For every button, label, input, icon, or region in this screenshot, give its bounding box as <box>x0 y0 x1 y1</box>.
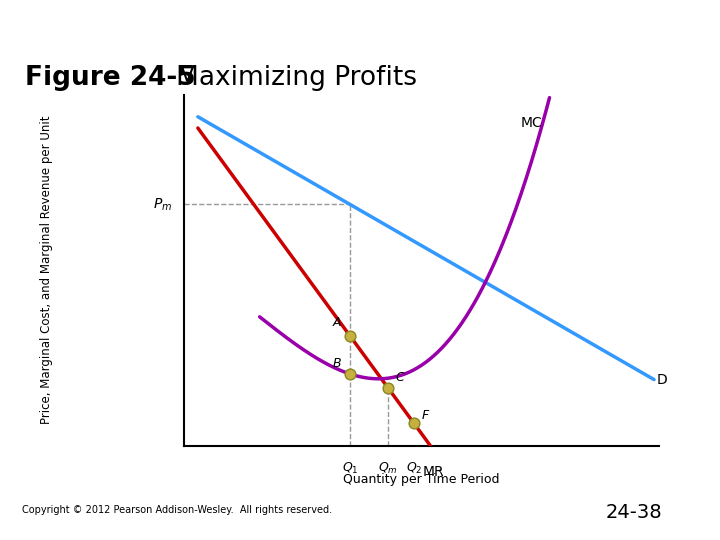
Text: B: B <box>333 357 341 370</box>
Point <box>344 332 356 340</box>
Text: D: D <box>657 373 667 387</box>
Point <box>382 383 394 392</box>
Text: F: F <box>421 409 428 422</box>
Text: Maximizing Profits: Maximizing Profits <box>176 65 418 91</box>
Text: $Q_1$: $Q_1$ <box>341 461 359 476</box>
Text: A: A <box>333 316 341 329</box>
Point <box>344 369 356 378</box>
Text: 24-38: 24-38 <box>606 503 662 522</box>
Text: $Q_2$: $Q_2$ <box>406 461 423 476</box>
Text: Price, Marginal Cost, and Marginal Revenue per Unit: Price, Marginal Cost, and Marginal Reven… <box>40 116 53 424</box>
Text: Copyright © 2012 Pearson Addison-Wesley.  All rights reserved.: Copyright © 2012 Pearson Addison-Wesley.… <box>22 505 332 515</box>
Text: MR: MR <box>422 465 444 479</box>
Text: MC: MC <box>521 116 543 130</box>
Text: $P_m$: $P_m$ <box>153 196 172 213</box>
Point <box>408 419 420 428</box>
Text: Figure 24-5: Figure 24-5 <box>25 65 196 91</box>
Text: $Q_m$: $Q_m$ <box>378 461 398 476</box>
Text: C: C <box>395 370 404 383</box>
Text: Quantity per Time Period: Quantity per Time Period <box>343 473 500 486</box>
